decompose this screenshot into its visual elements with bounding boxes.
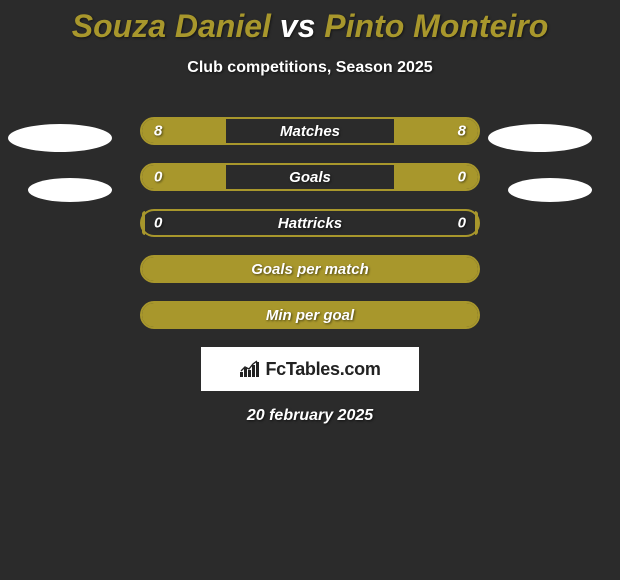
page-title: Souza Daniel vs Pinto Monteiro [0,0,620,45]
stat-label: Goals [289,169,331,186]
stat-right-value: 8 [458,123,466,140]
title-vs: vs [271,8,324,44]
stat-row: Hattricks 0 0 [140,209,480,237]
decorative-ellipse [508,178,592,202]
logo: FcTables.com [239,359,380,380]
title-player2: Pinto Monteiro [324,8,548,44]
title-player1: Souza Daniel [72,8,271,44]
decorative-ellipse [28,178,112,202]
stat-label: Min per goal [266,307,354,324]
stat-row: Goals per match [140,255,480,283]
stat-row: Matches 8 8 [140,117,480,145]
decorative-ellipse [488,124,592,152]
logo-text: FcTables.com [265,359,380,380]
stat-right-fill [475,211,478,235]
stat-right-value: 0 [458,215,466,232]
decorative-ellipse [8,124,112,152]
stat-row: Goals 0 0 [140,163,480,191]
stat-left-value: 0 [154,215,162,232]
stat-left-value: 0 [154,169,162,186]
stat-label: Hattricks [278,215,342,232]
stat-left-fill [142,211,145,235]
stat-label: Matches [280,123,340,140]
h2h-infographic: Souza Daniel vs Pinto Monteiro Club comp… [0,0,620,580]
stat-label: Goals per match [251,261,369,278]
stat-left-value: 8 [154,123,162,140]
date: 20 february 2025 [0,407,620,425]
bars-icon [239,360,261,378]
subtitle: Club competitions, Season 2025 [0,59,620,77]
logo-box: FcTables.com [201,347,419,391]
stat-row: Min per goal [140,301,480,329]
stat-right-value: 0 [458,169,466,186]
